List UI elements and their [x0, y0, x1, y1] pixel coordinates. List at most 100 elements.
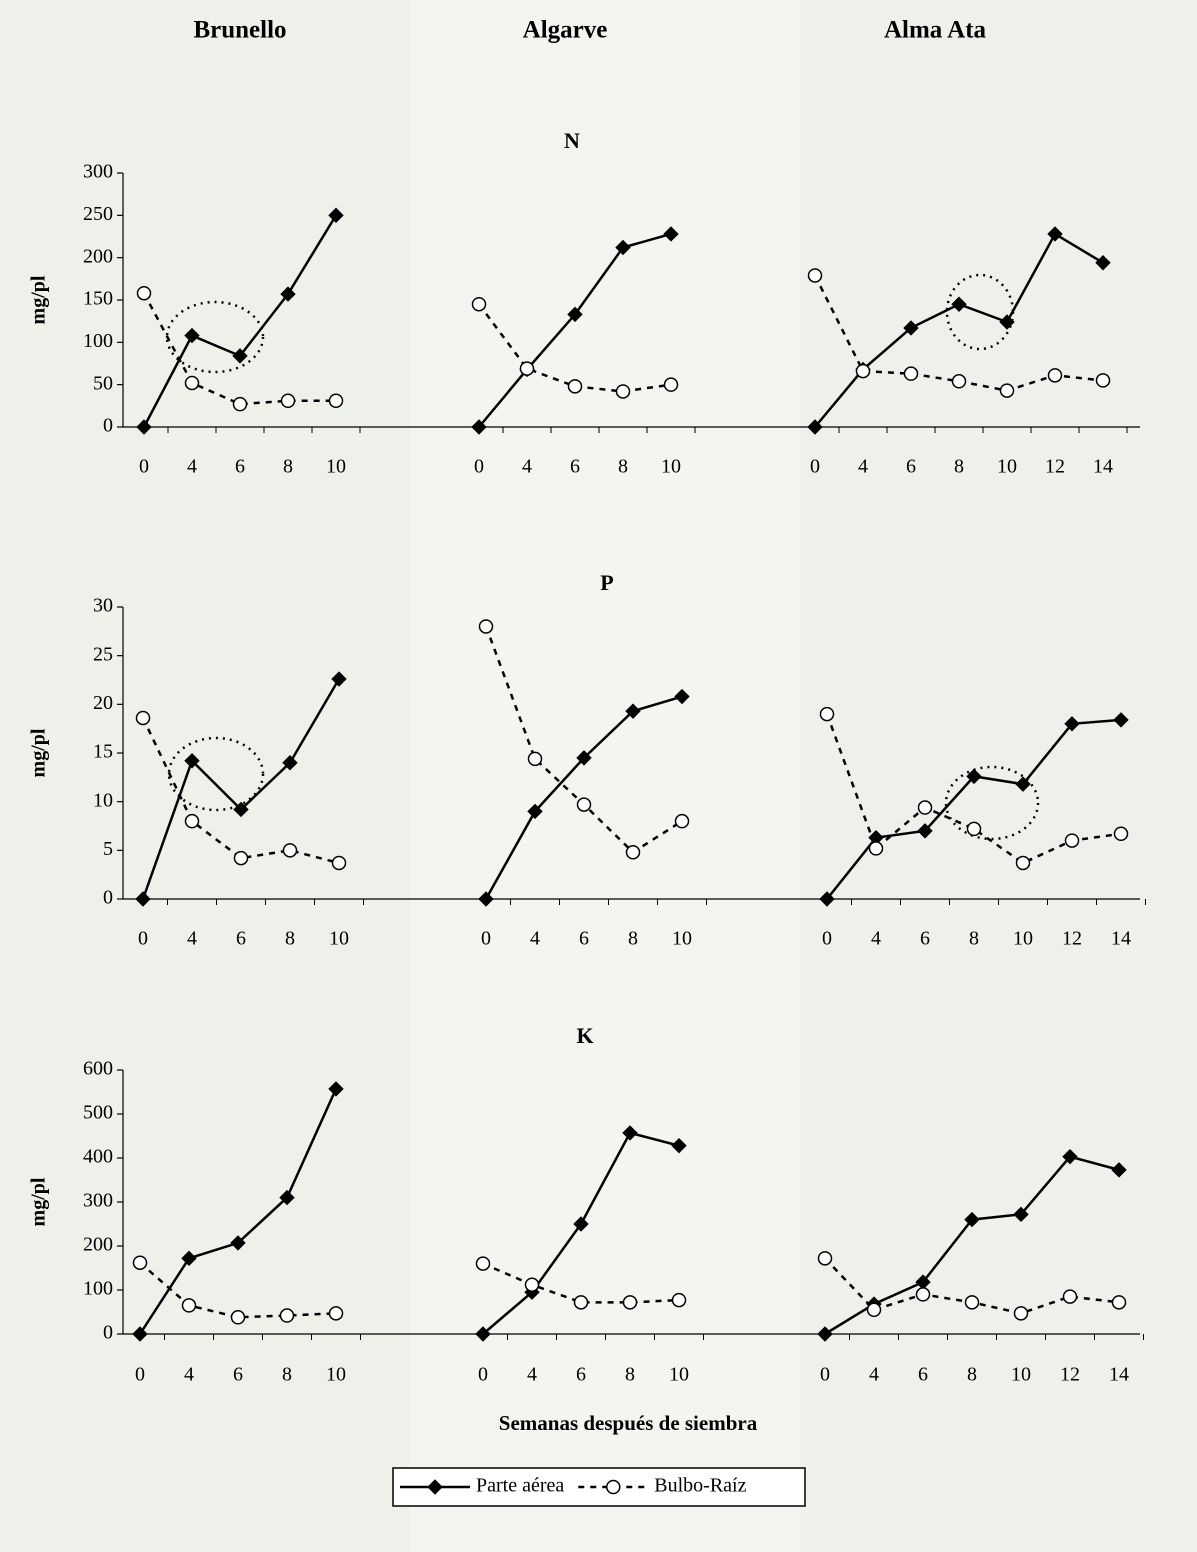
x-tick-label: 14: [1093, 456, 1113, 478]
data-point: [578, 798, 591, 811]
x-tick-label: 10: [1013, 928, 1033, 950]
data-point: [617, 385, 630, 398]
data-point: [905, 367, 918, 380]
y-tick-label: 100: [83, 330, 113, 352]
x-tick-label: 0: [474, 456, 484, 478]
data-point: [857, 365, 870, 378]
data-point: [953, 375, 966, 388]
data-point: [1017, 856, 1030, 869]
x-tick-label: 4: [869, 1364, 879, 1386]
data-point: [917, 1288, 930, 1301]
data-point: [234, 398, 247, 411]
y-tick-label: 0: [103, 887, 113, 909]
chart-title: K: [576, 1023, 593, 1048]
y-axis-label: mg/pl: [28, 275, 50, 324]
x-tick-label: 10: [326, 1364, 346, 1386]
x-tick-label: 0: [820, 1364, 830, 1386]
x-tick-label: 8: [618, 456, 628, 478]
y-tick-label: 600: [83, 1058, 113, 1080]
y-tick-label: 300: [83, 161, 113, 183]
data-point: [282, 394, 295, 407]
x-tick-label: 0: [822, 928, 832, 950]
x-tick-label: 4: [530, 928, 540, 950]
x-tick-label: 4: [187, 928, 197, 950]
x-tick-label: 12: [1060, 1364, 1080, 1386]
x-tick-label: 6: [235, 456, 245, 478]
x-tick-label: 6: [233, 1364, 243, 1386]
y-tick-label: 50: [93, 372, 113, 394]
x-tick-label: 8: [954, 456, 964, 478]
x-tick-label: 0: [478, 1364, 488, 1386]
data-point: [333, 856, 346, 869]
background-panel: [0, 0, 410, 1552]
data-point: [1064, 1290, 1077, 1303]
x-tick-label: 14: [1111, 928, 1131, 950]
x-tick-label: 0: [810, 456, 820, 478]
data-point: [1113, 1296, 1126, 1309]
data-point: [809, 269, 822, 282]
data-point: [1097, 374, 1110, 387]
data-point: [529, 752, 542, 765]
data-point: [330, 1307, 343, 1320]
background-panel: [800, 0, 1197, 1552]
data-point: [575, 1296, 588, 1309]
data-point: [821, 708, 834, 721]
data-point: [968, 822, 981, 835]
x-axis-label: Semanas después de siembra: [499, 1411, 758, 1435]
x-tick-label: 10: [326, 456, 346, 478]
x-tick-label: 8: [967, 1364, 977, 1386]
data-point: [569, 380, 582, 393]
x-tick-label: 8: [282, 1364, 292, 1386]
data-point: [232, 1311, 245, 1324]
x-tick-label: 10: [661, 456, 681, 478]
x-tick-label: 8: [628, 928, 638, 950]
data-point: [624, 1296, 637, 1309]
x-tick-label: 12: [1062, 928, 1082, 950]
x-tick-label: 0: [481, 928, 491, 950]
y-tick-label: 500: [83, 1102, 113, 1124]
x-tick-label: 6: [236, 928, 246, 950]
y-tick-label: 200: [83, 245, 113, 267]
chart-figure: Brunello Algarve Alma Ata Semanas despué…: [0, 0, 1197, 1552]
x-tick-label: 4: [527, 1364, 537, 1386]
x-tick-label: 6: [906, 456, 916, 478]
x-tick-label: 10: [1011, 1364, 1031, 1386]
y-tick-label: 0: [103, 1322, 113, 1344]
data-point: [868, 1303, 881, 1316]
data-point: [521, 362, 534, 375]
data-point: [138, 287, 151, 300]
x-tick-label: 10: [329, 928, 349, 950]
x-tick-label: 12: [1045, 456, 1065, 478]
x-tick-label: 10: [672, 928, 692, 950]
data-point: [330, 394, 343, 407]
x-tick-label: 6: [570, 456, 580, 478]
y-tick-label: 30: [93, 595, 113, 617]
data-point: [183, 1299, 196, 1312]
x-tick-label: 4: [187, 456, 197, 478]
data-point: [1001, 384, 1014, 397]
data-point: [1066, 834, 1079, 847]
x-tick-label: 8: [285, 928, 295, 950]
y-tick-label: 150: [83, 288, 113, 310]
x-tick-label: 4: [184, 1364, 194, 1386]
data-point: [1015, 1307, 1028, 1320]
data-point: [665, 378, 678, 391]
x-tick-label: 8: [625, 1364, 635, 1386]
x-tick-label: 8: [283, 456, 293, 478]
data-point: [281, 1309, 294, 1322]
chart-title: P: [600, 570, 613, 595]
column-title: Algarve: [523, 17, 608, 44]
x-tick-label: 4: [522, 456, 532, 478]
y-tick-label: 10: [93, 789, 113, 811]
y-axis-label: mg/pl: [28, 1177, 50, 1226]
y-tick-label: 15: [93, 741, 113, 763]
data-point: [819, 1252, 832, 1265]
x-tick-label: 8: [969, 928, 979, 950]
y-tick-label: 25: [93, 643, 113, 665]
data-point: [473, 298, 486, 311]
y-tick-label: 200: [83, 1234, 113, 1256]
y-tick-label: 5: [103, 838, 113, 860]
x-tick-label: 0: [138, 928, 148, 950]
x-tick-label: 0: [139, 456, 149, 478]
y-tick-label: 250: [83, 203, 113, 225]
